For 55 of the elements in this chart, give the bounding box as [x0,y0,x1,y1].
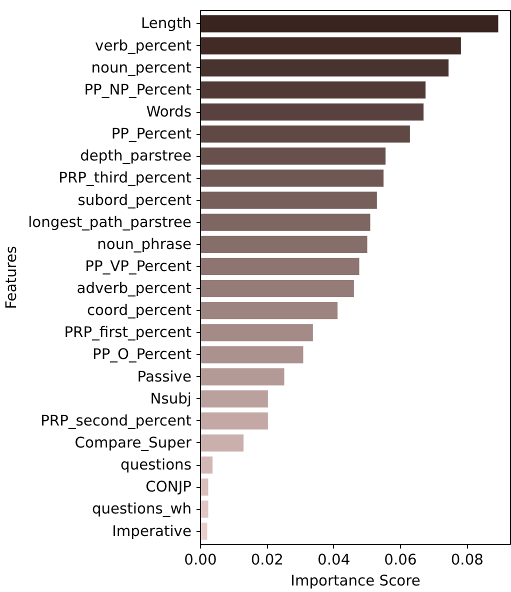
bar [200,14,499,33]
y-tick-label: questions_wh [92,500,192,518]
y-tick-label: subord_percent [78,192,192,209]
y-tick-label: PP_O_Percent [92,346,192,364]
bar [200,257,360,276]
y-tick-label: PP_Percent [111,126,192,143]
y-tick-label: Passive [137,368,192,386]
bar [200,500,209,518]
bar [200,80,426,100]
bar [200,124,410,144]
x-tick-label: 0.02 [250,552,284,568]
bar [200,478,209,496]
bar [200,522,208,540]
x-axis-title: Importance Score [290,572,420,590]
bar [200,102,424,122]
bar [200,346,304,364]
bar [200,324,314,342]
bar [200,302,338,320]
y-tick-label: PRP_first_percent [64,324,192,342]
y-tick-label: verb_percent [95,37,192,54]
y-tick-label: Imperative [112,522,192,540]
y-tick-label: coord_percent [86,302,192,320]
bar [200,456,214,474]
y-tick-label: depth_parstree [80,148,192,165]
bar [200,36,462,55]
x-tick-label: 0.06 [384,552,417,568]
y-tick-label: Length [140,15,192,32]
bar [200,412,268,430]
y-tick-label: CONJP [146,478,192,496]
y-tick-label: PP_NP_Percent [84,81,192,98]
bar [200,213,371,232]
bar [200,169,384,188]
y-tick-label: adverb_percent [76,280,192,298]
y-axis-title: Features [3,246,20,310]
y-tick-label: Compare_Super [74,434,192,452]
y-tick-label: PP_VP_Percent [85,258,192,275]
x-tick-label: 0.00 [184,552,217,568]
x-tick-label: 0.08 [450,552,484,568]
y-tick-label: noun_phrase [97,236,192,253]
bar [200,191,378,210]
bar [200,235,368,254]
y-tick-label: noun_percent [91,59,192,76]
y-tick-label: Nsubj [150,390,192,408]
y-tick-label: PRP_second_percent [40,412,192,430]
y-tick-label: longest_path_parstree [28,214,192,231]
bar [200,147,386,166]
y-tick-label: Words [146,104,192,121]
bar [200,434,244,452]
y-tick-label: questions [120,456,192,474]
bar [200,390,268,408]
y-tick-label: PRP_third_percent [58,170,192,187]
bar [200,368,285,386]
bar [200,279,354,298]
bar [200,58,450,77]
x-tick-label: 0.04 [318,552,350,568]
